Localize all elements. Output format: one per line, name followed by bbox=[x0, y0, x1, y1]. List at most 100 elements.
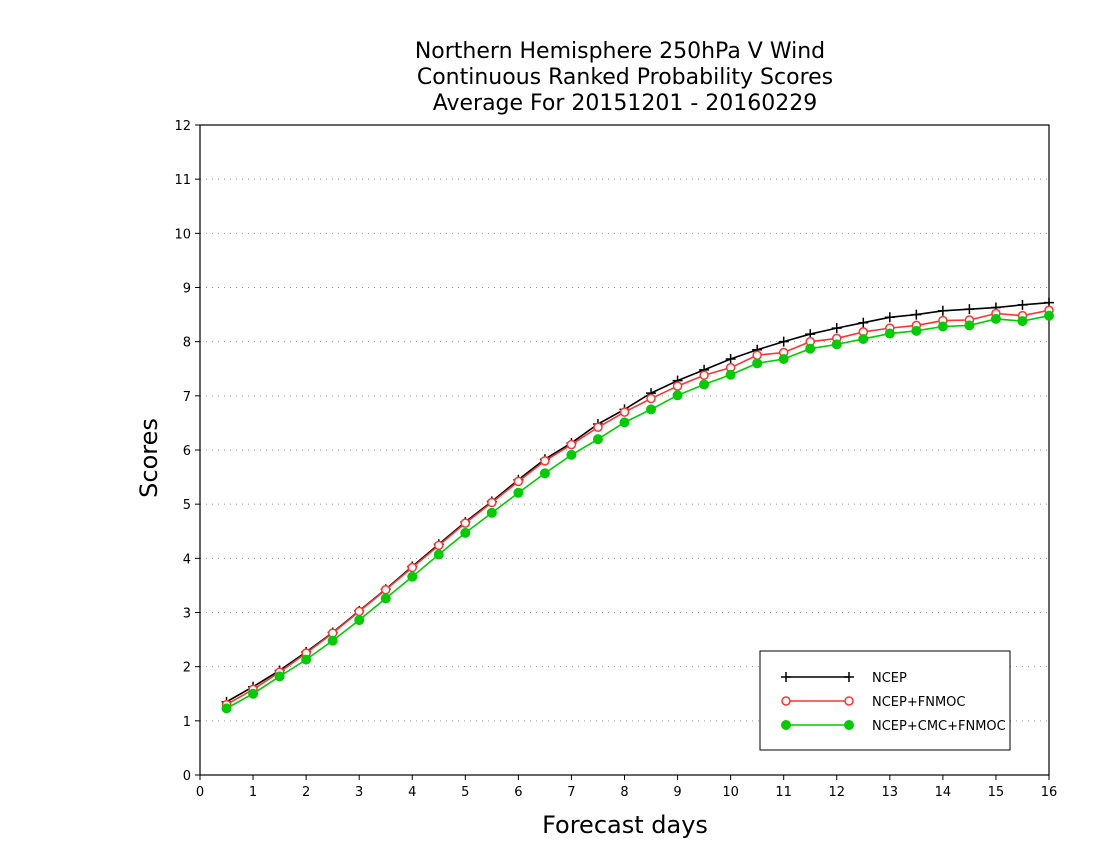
data-point-ncep-cmc-fnmoc bbox=[380, 593, 391, 604]
legend: NCEP NCEP+FNMOC NCEP+CMC+FNMOC bbox=[759, 650, 1011, 751]
data-point-ncep-cmc-fnmoc bbox=[937, 321, 948, 332]
chart-title-line-1: Northern Hemisphere 250hPa V Wind bbox=[415, 39, 825, 64]
x-tick-label: 8 bbox=[620, 785, 628, 800]
y-tick-label: 7 bbox=[183, 390, 191, 405]
y-tick-label: 1 bbox=[183, 715, 191, 730]
legend-marker-ncep-cmc-fnmoc bbox=[781, 720, 791, 730]
legend-items: NCEP NCEP+FNMOC NCEP+CMC+FNMOC bbox=[781, 671, 1006, 734]
gridlines bbox=[200, 178, 1049, 722]
x-tick-label: 0 bbox=[196, 785, 204, 800]
data-point-ncep-fnmoc bbox=[593, 422, 603, 432]
data-point-ncep bbox=[778, 336, 789, 347]
x-tick-label: 14 bbox=[935, 785, 952, 800]
legend-item-ncep-cmc-fnmoc: NCEP+CMC+FNMOC bbox=[781, 719, 1006, 734]
data-point-ncep-fnmoc bbox=[672, 381, 683, 391]
x-tick-label: 1 bbox=[249, 785, 257, 800]
data-point-ncep-fnmoc bbox=[434, 540, 444, 551]
y-tick-label: 12 bbox=[174, 119, 191, 134]
y-tick-label: 10 bbox=[174, 227, 191, 242]
y-tick-label: 5 bbox=[183, 498, 191, 513]
data-point-ncep-cmc-fnmoc bbox=[752, 358, 763, 369]
data-point-ncep-cmc-fnmoc bbox=[592, 434, 603, 445]
data-point-ncep-fnmoc bbox=[752, 350, 762, 360]
legend-label-ncep-fnmoc: NCEP+FNMOC bbox=[872, 695, 965, 710]
data-point-ncep-cmc-fnmoc bbox=[301, 654, 312, 665]
data-point-ncep-fnmoc bbox=[460, 518, 471, 528]
data-point-ncep-cmc-fnmoc bbox=[566, 449, 577, 460]
data-point-ncep-cmc-fnmoc bbox=[619, 417, 630, 428]
data-point-ncep-fnmoc bbox=[354, 606, 364, 617]
data-point-ncep bbox=[884, 312, 895, 323]
data-point-ncep-cmc-fnmoc bbox=[274, 671, 285, 682]
data-point-ncep-cmc-fnmoc bbox=[805, 343, 816, 354]
x-tick-label: 7 bbox=[567, 785, 575, 800]
legend-item-ncep-fnmoc: NCEP+FNMOC bbox=[781, 695, 965, 710]
data-point-ncep-cmc-fnmoc bbox=[1044, 310, 1054, 321]
y-tick-label: 8 bbox=[183, 336, 191, 351]
x-tick-label: 10 bbox=[722, 785, 739, 800]
series-line-ncep-fnmoc bbox=[226, 309, 1050, 706]
data-point-ncep-cmc-fnmoc bbox=[407, 571, 418, 582]
x-axis-label: Forecast days bbox=[542, 811, 708, 839]
chart-title-line-3: Average For 20151201 - 20160229 bbox=[433, 91, 818, 116]
data-point-ncep bbox=[911, 309, 922, 320]
data-point-ncep-cmc-fnmoc bbox=[699, 379, 710, 390]
data-point-ncep bbox=[858, 317, 869, 328]
data-point-ncep bbox=[964, 304, 975, 315]
y-tick-label: 2 bbox=[183, 661, 191, 676]
data-point-ncep-fnmoc bbox=[513, 476, 524, 487]
y-tick-label: 0 bbox=[183, 769, 191, 784]
data-point-ncep-cmc-fnmoc bbox=[725, 369, 736, 380]
legend-marker-ncep-fnmoc bbox=[781, 696, 791, 706]
x-tick-label: 2 bbox=[302, 785, 310, 800]
data-point-ncep bbox=[831, 323, 842, 334]
data-point-ncep-cmc-fnmoc bbox=[1017, 316, 1028, 327]
legend-item-ncep: NCEP bbox=[781, 671, 907, 686]
data-point-ncep-cmc-fnmoc bbox=[911, 325, 922, 336]
data-point-ncep-cmc-fnmoc bbox=[327, 635, 338, 646]
y-tick-label: 4 bbox=[183, 552, 191, 567]
data-point-ncep-cmc-fnmoc bbox=[672, 390, 683, 401]
x-tick-label: 13 bbox=[882, 785, 899, 800]
series-ncep bbox=[221, 297, 1054, 707]
x-tick-label: 5 bbox=[461, 785, 469, 800]
legend-marker-ncep-cmc-fnmoc bbox=[844, 720, 854, 730]
y-axis-label: Scores bbox=[135, 418, 163, 498]
y-tick-label: 11 bbox=[174, 173, 191, 188]
legend-marker-ncep bbox=[781, 672, 791, 682]
y-tick-label: 9 bbox=[183, 282, 191, 297]
data-point-ncep-cmc-fnmoc bbox=[460, 527, 471, 538]
data-point-ncep-cmc-fnmoc bbox=[646, 404, 657, 415]
data-point-ncep-fnmoc bbox=[699, 370, 709, 380]
data-point-ncep bbox=[1017, 299, 1028, 310]
x-tick-label: 15 bbox=[988, 785, 1005, 800]
data-point-ncep-cmc-fnmoc bbox=[248, 688, 259, 699]
data-point-ncep-cmc-fnmoc bbox=[221, 703, 232, 714]
x-tick-label: 12 bbox=[828, 785, 845, 800]
data-point-ncep-cmc-fnmoc bbox=[884, 328, 895, 339]
data-point-ncep-cmc-fnmoc bbox=[486, 507, 497, 518]
data-point-ncep-cmc-fnmoc bbox=[354, 615, 365, 626]
series-ncep-fnmoc bbox=[221, 305, 1054, 710]
data-point-ncep bbox=[937, 305, 948, 316]
x-tick-label: 11 bbox=[775, 785, 792, 800]
series-ncep-cmc-fnmoc bbox=[221, 310, 1054, 714]
data-point-ncep-cmc-fnmoc bbox=[778, 354, 789, 364]
series-line-ncep bbox=[226, 301, 1050, 703]
data-point-ncep-fnmoc bbox=[540, 456, 550, 466]
data-point-ncep-cmc-fnmoc bbox=[831, 339, 842, 350]
x-tick-label: 3 bbox=[355, 785, 363, 800]
data-point-ncep-cmc-fnmoc bbox=[858, 333, 869, 344]
data-point-ncep-fnmoc bbox=[487, 497, 497, 508]
series-line-ncep-cmc-fnmoc bbox=[226, 314, 1050, 710]
legend-label-ncep: NCEP bbox=[872, 671, 907, 686]
chart-title-line-2: Continuous Ranked Probability Scores bbox=[417, 65, 833, 90]
data-point-ncep-cmc-fnmoc bbox=[964, 320, 975, 331]
legend-label-ncep-cmc-fnmoc: NCEP+CMC+FNMOC bbox=[872, 719, 1006, 734]
data-point-ncep-cmc-fnmoc bbox=[433, 549, 444, 560]
x-tick-label: 4 bbox=[408, 785, 416, 800]
y-tick-label: 6 bbox=[183, 444, 191, 459]
data-point-ncep-fnmoc bbox=[619, 407, 630, 417]
